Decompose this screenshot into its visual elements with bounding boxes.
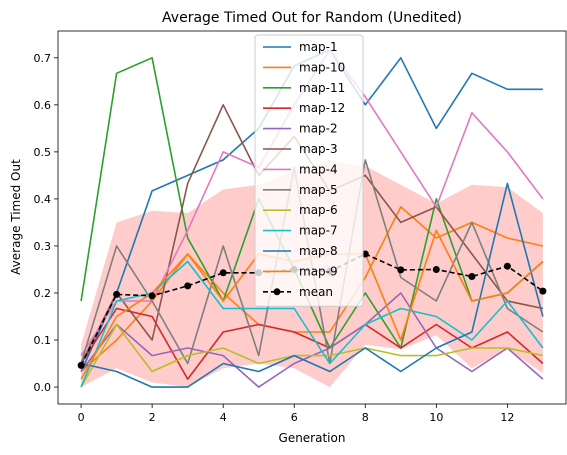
y-tick-label: 0.2 bbox=[34, 287, 52, 300]
legend-marker bbox=[273, 288, 281, 296]
legend-label: map-3 bbox=[299, 142, 338, 156]
x-tick-label: 12 bbox=[500, 411, 514, 424]
y-tick-label: 0.4 bbox=[34, 193, 52, 206]
mean-point bbox=[397, 266, 405, 274]
x-tick-label: 2 bbox=[149, 411, 156, 424]
legend-label: map-4 bbox=[299, 162, 338, 176]
y-tick-label: 0.0 bbox=[34, 381, 52, 394]
mean-point bbox=[503, 262, 511, 270]
x-axis-label: Generation bbox=[279, 431, 346, 445]
mean-point bbox=[113, 290, 121, 298]
mean-point bbox=[539, 287, 547, 295]
legend-label: map-5 bbox=[299, 183, 338, 197]
legend-label: map-1 bbox=[299, 40, 338, 54]
x-tick-label: 4 bbox=[220, 411, 227, 424]
series-line-map-8 bbox=[80, 182, 544, 388]
series-line-map-10 bbox=[80, 206, 544, 373]
y-tick-label: 0.6 bbox=[34, 99, 52, 112]
mean-point bbox=[148, 292, 156, 300]
chart-title: Average Timed Out for Random (Unedited) bbox=[162, 10, 462, 26]
legend-label: map-9 bbox=[299, 264, 338, 278]
legend-label: map-10 bbox=[299, 60, 345, 74]
legend-label: map-11 bbox=[299, 81, 345, 95]
legend-label: map-7 bbox=[299, 224, 338, 238]
x-tick-label: 10 bbox=[429, 411, 443, 424]
legend-label: map-12 bbox=[299, 101, 345, 115]
legend-label: mean bbox=[299, 285, 333, 299]
series-line-map-12 bbox=[80, 307, 544, 380]
y-tick-label: 0.1 bbox=[34, 334, 52, 347]
series-line-map-11 bbox=[80, 56, 544, 349]
x-tick-label: 0 bbox=[78, 411, 85, 424]
legend-label: map-2 bbox=[299, 122, 338, 136]
plot-frame bbox=[57, 30, 567, 405]
legend-box bbox=[254, 34, 364, 307]
y-axis-label: Average Timed Out bbox=[9, 159, 23, 275]
mean-point bbox=[468, 273, 476, 280]
y-tick-label: 0.7 bbox=[34, 52, 52, 65]
x-tick-label: 8 bbox=[362, 411, 369, 424]
axis-ticks: 0 2 4 6 8 10 12 0.0 0.1 0.2 0.3 0.4 0.5 0.6 0.7 bbox=[34, 52, 515, 424]
legend-label: map-8 bbox=[299, 244, 338, 258]
mean-point bbox=[361, 250, 369, 258]
series-line-map-6 bbox=[80, 323, 544, 388]
mean-point bbox=[184, 282, 192, 290]
x-tick-label: 6 bbox=[291, 411, 298, 424]
mean-point bbox=[219, 269, 227, 277]
legend: map-1 map-10 map-11 map-12 map-2 map-3 map-4 ma… bbox=[254, 34, 364, 307]
legend-label: map-6 bbox=[299, 203, 338, 217]
y-tick-label: 0.5 bbox=[34, 146, 52, 159]
y-tick-label: 0.3 bbox=[34, 240, 52, 253]
mean-point bbox=[432, 266, 440, 273]
series-line-map-7 bbox=[80, 260, 544, 388]
mean-point bbox=[77, 361, 85, 369]
series-line-mean bbox=[80, 253, 544, 366]
